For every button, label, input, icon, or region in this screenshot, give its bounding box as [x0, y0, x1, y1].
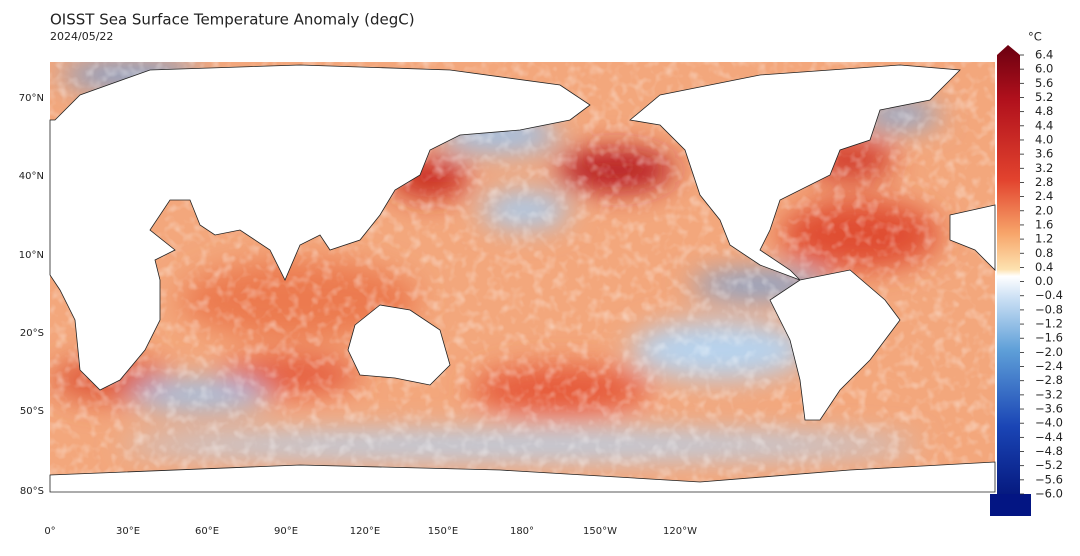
colorbar-tick-label: 4.0 [1035, 132, 1053, 146]
lon-label: 150°W [583, 526, 617, 537]
colorbar-tick-label: 4.8 [1035, 104, 1053, 118]
lon-label: 90°E [274, 526, 298, 537]
colorbar-tick-label: −6.0 [1035, 487, 1063, 501]
lon-label: 120°W [663, 526, 697, 537]
colorbar-tick-label: 2.0 [1035, 203, 1053, 217]
colorbar-tick-label: −1.2 [1035, 317, 1063, 331]
colorbar-tick-label: −4.0 [1035, 416, 1063, 430]
colorbar-unit: °C [1028, 30, 1042, 44]
lat-label: 80°S [20, 486, 44, 497]
colorbar-tick-label: 0.0 [1035, 274, 1053, 288]
lat-label: 10°N [19, 250, 44, 261]
lon-label: 30°E [116, 526, 140, 537]
colorbar-tick-label: 2.4 [1035, 189, 1053, 203]
lon-label: 120°E [350, 526, 380, 537]
colorbar-tick-label: 5.2 [1035, 90, 1053, 104]
colorbar-extend [990, 494, 1031, 516]
lon-label: 150°E [428, 526, 458, 537]
colorbar-tick-label: −2.8 [1035, 373, 1063, 387]
colorbar-tick-label: −0.4 [1035, 288, 1063, 302]
colorbar-tick-label: −3.2 [1035, 387, 1063, 401]
colorbar-tick-label: −4.8 [1035, 444, 1063, 458]
lon-label: 0° [44, 526, 55, 537]
colorbar [997, 45, 1020, 494]
colorbar-tick-label: −2.4 [1035, 359, 1063, 373]
colorbar-tick-label: −2.0 [1035, 345, 1063, 359]
date: 2024/05/22 [50, 30, 113, 43]
colorbar-tick-label: 4.4 [1035, 118, 1053, 132]
colorbar-tick-label: 0.8 [1035, 246, 1053, 260]
lon-label: 180° [510, 526, 534, 537]
colorbar-tick-label: 3.2 [1035, 161, 1053, 175]
colorbar-tick-label: −3.6 [1035, 402, 1063, 416]
colorbar-tick-label: −5.2 [1035, 458, 1063, 472]
colorbar-tick-label: −4.4 [1035, 430, 1063, 444]
colorbar-tick-label: 2.8 [1035, 175, 1053, 189]
colorbar-tick-label: −0.8 [1035, 302, 1063, 316]
colorbar-tick-label: 5.6 [1035, 76, 1053, 90]
title: OISST Sea Surface Temperature Anomaly (d… [50, 11, 415, 29]
land [49, 64, 996, 493]
lon-label: 60°E [195, 526, 219, 537]
colorbar-tick-label: −5.6 [1035, 472, 1063, 486]
colorbar-tick-label: 0.4 [1035, 260, 1053, 274]
lat-label: 70°N [19, 93, 44, 104]
colorbar-tick-label: 1.2 [1035, 232, 1053, 246]
colorbar-tick-label: −1.6 [1035, 331, 1063, 345]
colorbar-tick-label: 6.4 [1035, 48, 1053, 62]
colorbar-tick-label: 3.6 [1035, 147, 1053, 161]
colorbar-tick-label: 6.0 [1035, 62, 1053, 76]
lat-label: 50°S [20, 406, 44, 417]
colorbar-tick-label: 1.6 [1035, 217, 1053, 231]
lat-label: 40°N [19, 171, 44, 182]
lat-label: 20°S [20, 328, 44, 339]
